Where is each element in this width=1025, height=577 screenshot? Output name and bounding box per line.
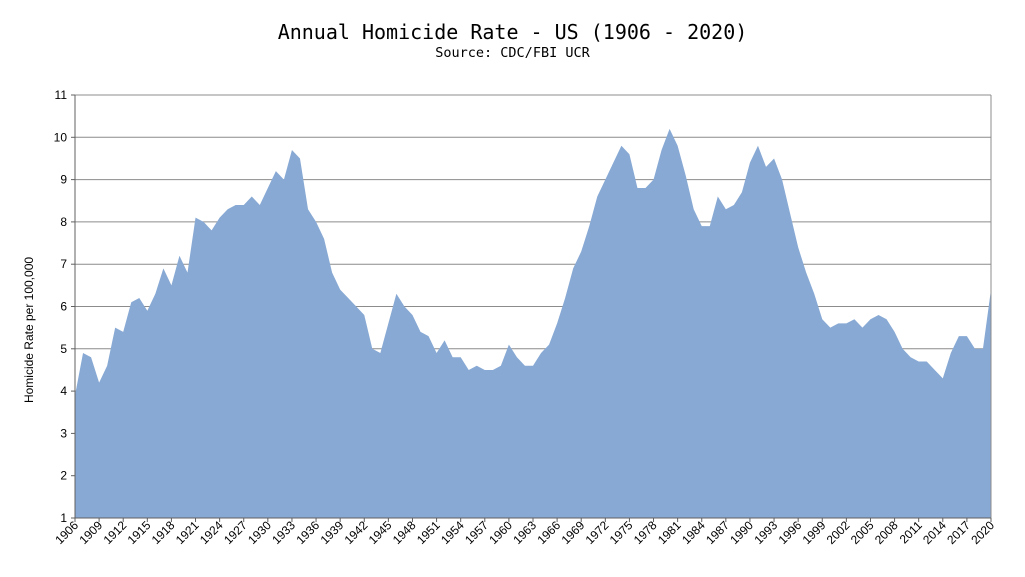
chart-title: Annual Homicide Rate - US (1906 - 2020) <box>277 20 748 44</box>
x-tick-label-1906: 1906 <box>52 518 81 547</box>
y-tick-label-4: 4 <box>60 384 67 398</box>
x-tick-label-1930: 1930 <box>245 518 274 547</box>
x-tick-label-1984: 1984 <box>679 518 708 547</box>
y-tick-label-11: 11 <box>55 88 68 102</box>
x-tick-label-1918: 1918 <box>149 518 178 547</box>
x-tick-label-2011: 2011 <box>897 518 925 546</box>
x-tick-label-1960: 1960 <box>486 518 515 547</box>
y-tick-label-3: 3 <box>60 426 67 440</box>
y-tick-label-9: 9 <box>60 173 67 187</box>
series-area-0 <box>75 128 991 518</box>
x-tick-label-1924: 1924 <box>197 518 226 547</box>
x-tick-label-1933: 1933 <box>269 518 298 547</box>
x-tick-label-1915: 1915 <box>125 518 154 547</box>
x-tick-label-1981: 1981 <box>655 518 684 547</box>
y-axis-label: Homicide Rate per 100,000 <box>22 257 36 403</box>
x-tick-label-1990: 1990 <box>727 518 756 547</box>
x-tick-label-2002: 2002 <box>824 518 853 547</box>
x-tick-label-1945: 1945 <box>366 518 395 547</box>
x-tick-label-1942: 1942 <box>342 518 371 547</box>
x-tick-label-2005: 2005 <box>848 518 877 547</box>
x-tick-label-1987: 1987 <box>703 518 732 547</box>
x-tick-label-1957: 1957 <box>462 518 491 547</box>
x-tick-label-1972: 1972 <box>583 518 612 547</box>
data-area <box>75 128 991 518</box>
x-tick-label-1993: 1993 <box>751 518 780 547</box>
y-tick-label-10: 10 <box>54 130 68 144</box>
x-tick-label-1978: 1978 <box>631 518 660 547</box>
y-tick-label-5: 5 <box>60 342 67 356</box>
x-tick-label-2017: 2017 <box>944 518 973 547</box>
x-tick-label-1999: 1999 <box>800 518 829 547</box>
x-tick-label-1963: 1963 <box>510 518 539 547</box>
x-tick-label-2008: 2008 <box>872 518 901 547</box>
x-tick-label-1966: 1966 <box>534 518 563 547</box>
x-tick-label-1921: 1921 <box>173 518 202 547</box>
x-axis-ticks: 1906190919121915191819211924192719301933… <box>52 518 997 547</box>
y-axis-ticks: 1 2 3 4 5 6 7 8 9 10 11 <box>54 88 75 525</box>
x-tick-label-2014: 2014 <box>920 518 949 547</box>
x-tick-label-1909: 1909 <box>76 518 105 547</box>
x-tick-label-1912: 1912 <box>101 518 130 547</box>
x-tick-label-1951: 1951 <box>414 518 443 547</box>
x-tick-label-1936: 1936 <box>293 518 322 547</box>
y-tick-label-7: 7 <box>60 257 67 271</box>
x-tick-label-1975: 1975 <box>607 518 636 547</box>
x-tick-label-1939: 1939 <box>318 518 347 547</box>
y-tick-label-6: 6 <box>60 300 67 314</box>
x-tick-label-1948: 1948 <box>390 518 419 547</box>
x-tick-label-1996: 1996 <box>776 518 805 547</box>
x-tick-label-1927: 1927 <box>221 518 250 547</box>
y-tick-label-2: 2 <box>60 469 67 483</box>
y-tick-label-8: 8 <box>60 215 67 229</box>
x-tick-label-1969: 1969 <box>559 518 588 547</box>
chart-subtitle: Source: CDC/FBI UCR <box>435 45 590 61</box>
x-tick-label-2020: 2020 <box>968 518 997 547</box>
x-tick-label-1954: 1954 <box>438 518 467 547</box>
y-tick-label-1: 1 <box>60 511 67 525</box>
